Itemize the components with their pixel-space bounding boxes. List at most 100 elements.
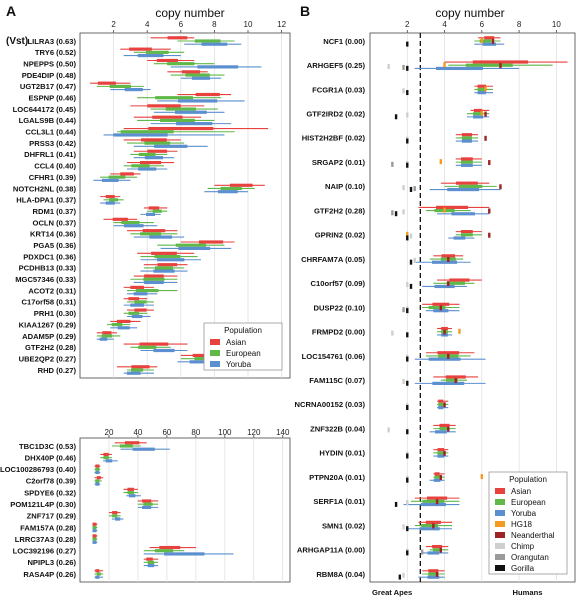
marker-neanderthal bbox=[443, 450, 446, 456]
panel-b-title: copy number bbox=[435, 6, 504, 20]
median-box-european bbox=[92, 537, 97, 541]
median-box-european bbox=[473, 112, 484, 116]
median-box-asian bbox=[456, 181, 478, 185]
median-box-european bbox=[138, 152, 156, 157]
marker-gorilla bbox=[406, 138, 409, 144]
median-box-yoruba bbox=[437, 454, 445, 458]
median-box-asian bbox=[439, 423, 450, 428]
median-box-european bbox=[477, 87, 487, 92]
row-label: SRGAP2 (0.01) bbox=[312, 158, 366, 167]
median-box-asian bbox=[139, 160, 162, 165]
median-box-asian bbox=[142, 229, 166, 233]
median-box-asian bbox=[192, 353, 210, 358]
median-box-yoruba bbox=[95, 482, 100, 486]
row-label: LOC154761 (0.06) bbox=[302, 352, 366, 361]
median-box-asian bbox=[484, 36, 495, 40]
row-label: GTF2H2 (0.28) bbox=[25, 343, 77, 352]
median-box-asian bbox=[438, 399, 444, 403]
median-box-asian bbox=[461, 157, 473, 161]
median-box-yoruba bbox=[154, 144, 188, 148]
median-box-yoruba bbox=[438, 406, 444, 410]
median-box-european bbox=[165, 107, 196, 111]
median-box-asian bbox=[437, 448, 445, 452]
median-box-european bbox=[152, 209, 162, 213]
marker-chimp bbox=[406, 500, 409, 506]
row-label: RASA4P (0.26) bbox=[23, 570, 76, 579]
median-box-asian bbox=[473, 108, 483, 113]
median-box-asian bbox=[167, 36, 188, 40]
row-label: RBM8A (0.04) bbox=[316, 570, 365, 579]
median-box-yoruba bbox=[144, 280, 164, 285]
median-box-yoruba bbox=[123, 224, 144, 228]
median-box-yoruba bbox=[435, 66, 483, 71]
row-label: C17orf58 (0.31) bbox=[22, 298, 77, 307]
median-box-asian bbox=[147, 149, 168, 153]
median-box-european bbox=[458, 184, 483, 188]
median-box-asian bbox=[120, 172, 134, 176]
marker-gorilla bbox=[406, 65, 409, 71]
marker-neanderthal bbox=[443, 402, 446, 408]
row-label: CCL3L1 (0.44) bbox=[25, 128, 76, 137]
median-box-european bbox=[465, 63, 513, 67]
marker-orangutan bbox=[391, 161, 394, 167]
legend-swatch-yoruba bbox=[495, 510, 505, 516]
marker-neanderthal bbox=[499, 184, 502, 190]
median-box-yoruba bbox=[99, 337, 108, 341]
median-box-asian bbox=[441, 326, 448, 331]
median-box-european bbox=[194, 39, 221, 43]
legend-label: Chimp bbox=[511, 542, 535, 551]
median-box-asian bbox=[472, 60, 529, 64]
marker-neanderthal bbox=[439, 547, 443, 553]
median-box-european bbox=[120, 130, 174, 134]
median-box-yoruba bbox=[433, 478, 441, 482]
marker-gorilla bbox=[406, 90, 409, 96]
marker-neanderthal bbox=[499, 63, 502, 69]
median-box-asian bbox=[105, 195, 115, 199]
x-tick-label: 20 bbox=[105, 428, 114, 437]
median-box-yoruba bbox=[432, 381, 465, 385]
row-label: SMN1 (0.02) bbox=[322, 521, 366, 530]
row-label: LOC644172 (0.45) bbox=[13, 105, 77, 114]
median-box-yoruba bbox=[92, 529, 97, 533]
row-label: NPIPL3 (0.26) bbox=[27, 558, 76, 567]
median-box-yoruba bbox=[115, 517, 121, 521]
median-box-european bbox=[131, 368, 144, 372]
median-box-asian bbox=[112, 511, 118, 515]
median-box-yoruba bbox=[131, 314, 143, 319]
marker-neanderthal bbox=[484, 135, 487, 141]
marker-neanderthal bbox=[439, 474, 443, 480]
median-box-asian bbox=[103, 452, 109, 457]
row-label: PTPN20A (0.01) bbox=[309, 473, 365, 482]
median-box-asian bbox=[144, 274, 164, 278]
median-box-european bbox=[438, 402, 444, 407]
median-box-european bbox=[154, 549, 174, 553]
x-tick-label: 80 bbox=[191, 428, 200, 437]
x-tick-label: 100 bbox=[218, 428, 232, 437]
legend-swatch-yoruba bbox=[210, 361, 220, 367]
median-box-european bbox=[109, 84, 131, 88]
marker-orangutan bbox=[402, 307, 405, 313]
median-box-european bbox=[185, 73, 210, 77]
row-label: RDM1 (0.37) bbox=[33, 207, 77, 216]
median-box-european bbox=[147, 560, 155, 564]
median-box-european bbox=[154, 266, 174, 270]
median-box-european bbox=[138, 345, 157, 349]
median-box-european bbox=[220, 186, 242, 191]
median-box-european bbox=[135, 288, 159, 293]
legend-swatch-orangutan bbox=[495, 554, 505, 560]
median-box-european bbox=[175, 243, 206, 247]
row-label: NPEPPS (0.50) bbox=[23, 59, 76, 68]
row-label: NCRNA00152 (0.03) bbox=[295, 400, 366, 409]
panel-letter-a: A bbox=[6, 3, 16, 19]
median-box-yoruba bbox=[197, 65, 239, 69]
median-box-asian bbox=[461, 230, 473, 234]
median-box-asian bbox=[159, 545, 181, 550]
row-label: LRRC37A3 (0.28) bbox=[15, 535, 77, 544]
marker-chimp bbox=[402, 524, 405, 530]
row-label: CFHR1 (0.39) bbox=[29, 173, 77, 182]
panel-a-title: copy number bbox=[155, 6, 224, 20]
median-box-asian bbox=[156, 58, 178, 63]
marker-gorilla bbox=[406, 41, 409, 47]
median-box-yoruba bbox=[138, 167, 157, 171]
row-label: NAIP (0.10) bbox=[325, 182, 365, 191]
